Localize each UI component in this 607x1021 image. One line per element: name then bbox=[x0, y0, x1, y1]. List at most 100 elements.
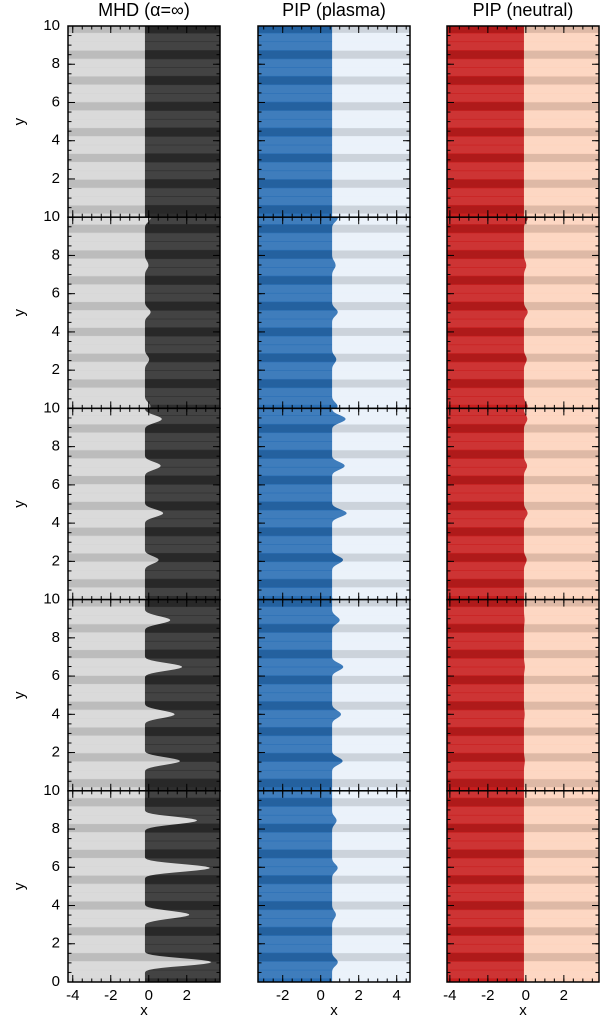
stripe bbox=[258, 806, 410, 815]
stripe bbox=[258, 944, 410, 953]
stripe bbox=[258, 484, 410, 493]
stripe bbox=[447, 259, 599, 268]
x-axis-label: x bbox=[330, 1002, 338, 1019]
stripe bbox=[447, 841, 599, 850]
stripe bbox=[447, 607, 599, 616]
stripe bbox=[68, 510, 220, 519]
y-tick-label: 4 bbox=[52, 323, 60, 340]
stripe bbox=[68, 736, 220, 745]
stripe bbox=[447, 624, 599, 633]
stripe bbox=[68, 50, 220, 59]
stripe bbox=[447, 450, 599, 459]
panel-region bbox=[68, 408, 164, 600]
stripe bbox=[447, 493, 599, 502]
stripe bbox=[447, 441, 599, 450]
panel bbox=[258, 26, 410, 218]
stripe bbox=[68, 553, 220, 562]
stripe bbox=[447, 379, 599, 388]
y-tick-label: 6 bbox=[52, 93, 60, 110]
stripe bbox=[258, 136, 410, 145]
stripe bbox=[447, 684, 599, 693]
stripe bbox=[68, 484, 220, 493]
stripe bbox=[258, 536, 410, 545]
y-tick-label: 2 bbox=[52, 361, 60, 378]
panel bbox=[258, 408, 410, 600]
stripe bbox=[258, 892, 410, 901]
y-axis-label: y bbox=[11, 882, 28, 890]
stripe bbox=[447, 217, 599, 225]
stripe bbox=[68, 188, 220, 197]
stripe bbox=[258, 875, 410, 884]
stripe bbox=[258, 408, 410, 416]
stripe bbox=[447, 970, 599, 979]
stripe bbox=[447, 50, 599, 59]
stripe bbox=[447, 388, 599, 397]
stripe bbox=[258, 901, 410, 910]
x-tick-label: 0 bbox=[145, 987, 153, 1004]
stripe bbox=[68, 408, 220, 416]
stripe bbox=[447, 293, 599, 302]
stripe bbox=[258, 570, 410, 579]
panel-region bbox=[258, 599, 344, 791]
y-tick-label: 6 bbox=[52, 667, 60, 684]
stripe bbox=[447, 832, 599, 841]
stripe bbox=[258, 849, 410, 858]
column-title: MHD (α=∞) bbox=[98, 0, 190, 20]
panel bbox=[68, 217, 220, 409]
stripe bbox=[258, 362, 410, 371]
stripe bbox=[68, 884, 220, 893]
stripe bbox=[447, 276, 599, 285]
stripe bbox=[68, 718, 220, 727]
stripe bbox=[258, 310, 410, 319]
stripe bbox=[258, 579, 410, 588]
stripe bbox=[447, 736, 599, 745]
stripe bbox=[68, 632, 220, 641]
stripe bbox=[258, 553, 410, 562]
stripe bbox=[447, 770, 599, 779]
stripe bbox=[447, 753, 599, 762]
y-tick-label: 2 bbox=[52, 744, 60, 761]
stripe bbox=[447, 33, 599, 42]
stripe bbox=[258, 675, 410, 684]
stripe bbox=[447, 162, 599, 171]
stripe bbox=[258, 858, 410, 867]
y-tick-label: 8 bbox=[52, 246, 60, 263]
stripe bbox=[447, 587, 599, 596]
stripe bbox=[68, 241, 220, 250]
stripe bbox=[68, 615, 220, 624]
stripe bbox=[68, 293, 220, 302]
stripe bbox=[68, 918, 220, 927]
stripe bbox=[68, 67, 220, 76]
stripe bbox=[68, 388, 220, 397]
stripe bbox=[258, 224, 410, 233]
stripe bbox=[447, 302, 599, 311]
stripe bbox=[258, 667, 410, 676]
stripe bbox=[68, 501, 220, 510]
stripe bbox=[68, 362, 220, 371]
stripe bbox=[258, 102, 410, 111]
panel-region bbox=[447, 599, 525, 791]
stripe bbox=[447, 153, 599, 162]
stripe bbox=[68, 927, 220, 936]
panel-region bbox=[447, 26, 524, 218]
stripe bbox=[68, 336, 220, 345]
stripe bbox=[68, 624, 220, 633]
stripe bbox=[258, 284, 410, 293]
stripe bbox=[447, 570, 599, 579]
panel-region bbox=[68, 26, 145, 218]
stripe bbox=[447, 319, 599, 328]
stripe bbox=[68, 770, 220, 779]
x-tick-label: 0 bbox=[317, 987, 325, 1004]
stripe bbox=[447, 110, 599, 119]
x-tick-label: 2 bbox=[183, 987, 191, 1004]
stripe bbox=[258, 233, 410, 242]
stripe bbox=[258, 467, 410, 476]
stripe bbox=[258, 33, 410, 42]
stripe bbox=[447, 93, 599, 102]
stripe bbox=[258, 162, 410, 171]
stripe bbox=[447, 362, 599, 371]
stripe bbox=[258, 319, 410, 328]
stripe bbox=[258, 815, 410, 824]
stripe bbox=[68, 944, 220, 953]
